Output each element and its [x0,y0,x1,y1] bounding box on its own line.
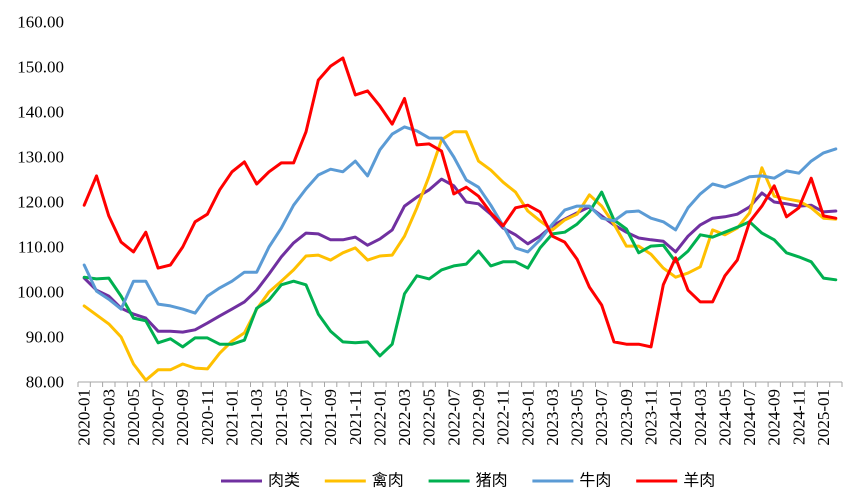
x-tick-label: 2021-11 [346,389,365,445]
x-tick-label: 2022-05 [420,389,439,446]
legend-label-poultry: 禽肉 [372,472,404,490]
legend-label-meat: 肉类 [268,472,300,490]
y-tick-label: 110.00 [18,238,64,257]
legend-item-poultry: 禽肉 [324,472,404,490]
x-tick-label: 2024-05 [715,389,734,446]
x-tick-label: 2020-03 [99,389,118,446]
x-tick-label: 2024-07 [740,389,759,446]
y-tick-label: 160.00 [17,13,64,32]
legend-item-beef: 牛肉 [532,472,611,490]
plot-area [82,56,838,382]
x-tick-label: 2023-09 [617,389,636,446]
x-tick-label: 2021-07 [297,389,316,446]
x-tick-label: 2022-09 [469,389,488,446]
x-tick-label: 2021-05 [272,389,291,446]
series-line-meat [82,177,838,334]
legend-item-mutton: 羊肉 [636,472,715,490]
x-tick-label: 2022-07 [444,389,463,446]
x-tick-label: 2024-01 [666,389,685,446]
y-tick-label: 150.00 [17,58,64,77]
x-tick-label: 2023-05 [568,389,587,446]
y-tick-label: 90.00 [26,328,64,347]
x-tick-label: 2020-11 [198,389,217,445]
x-tick-label: 2022-03 [395,389,414,446]
x-tick-label: 2024-11 [789,389,808,445]
x-tick-label: 2020-07 [149,389,168,446]
series-line-beef [82,125,838,315]
x-tick-label: 2020-09 [173,389,192,446]
x-tick-label: 2022-11 [494,389,513,445]
x-tick-label: 2020-05 [124,389,143,446]
legend: 肉类 禽肉 猪肉 牛肉 羊肉 [221,472,715,490]
y-tick-label: 140.00 [17,103,64,122]
x-tick-label: 2021-01 [223,389,242,446]
legend-label-pork: 猪肉 [476,472,508,490]
x-tick-label: 2020-01 [75,389,94,446]
y-tick-label: 120.00 [17,193,64,212]
y-axis: 80.00 90.00 100.00 110.00 120.00 130.00 140.00… [17,13,64,392]
x-tick-label: 2022-01 [370,389,389,446]
y-tick-label: 100.00 [17,283,64,302]
x-axis: 2020-01 2020-03 2020-05 2020-07 2020-09 2020-… [75,381,843,446]
legend-item-meat: 肉类 [221,472,300,490]
x-tick-label: 2025-01 [814,389,833,446]
x-tick-label: 2021-09 [321,389,340,446]
x-tick-label: 2023-07 [592,389,611,446]
x-tick-label: 2024-09 [765,389,784,446]
x-tick-label: 2023-03 [543,389,562,446]
y-tick-label: 80.00 [26,373,64,392]
x-tick-label: 2021-03 [247,389,266,446]
y-tick-label: 130.00 [17,148,64,167]
legend-item-pork: 猪肉 [428,472,508,490]
series-line-pork [82,190,838,358]
x-tick-label: 2023-11 [642,389,661,445]
x-tick-label: 2024-03 [691,389,710,446]
series-line-mutton [82,56,838,349]
legend-label-beef: 牛肉 [579,472,611,490]
x-tick-label: 2023-01 [518,389,537,446]
legend-label-mutton: 羊肉 [683,472,715,490]
